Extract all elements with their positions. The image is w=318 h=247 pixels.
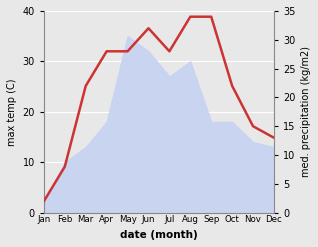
X-axis label: date (month): date (month) xyxy=(120,230,198,240)
Y-axis label: max temp (C): max temp (C) xyxy=(7,78,17,145)
Y-axis label: med. precipitation (kg/m2): med. precipitation (kg/m2) xyxy=(301,46,311,177)
